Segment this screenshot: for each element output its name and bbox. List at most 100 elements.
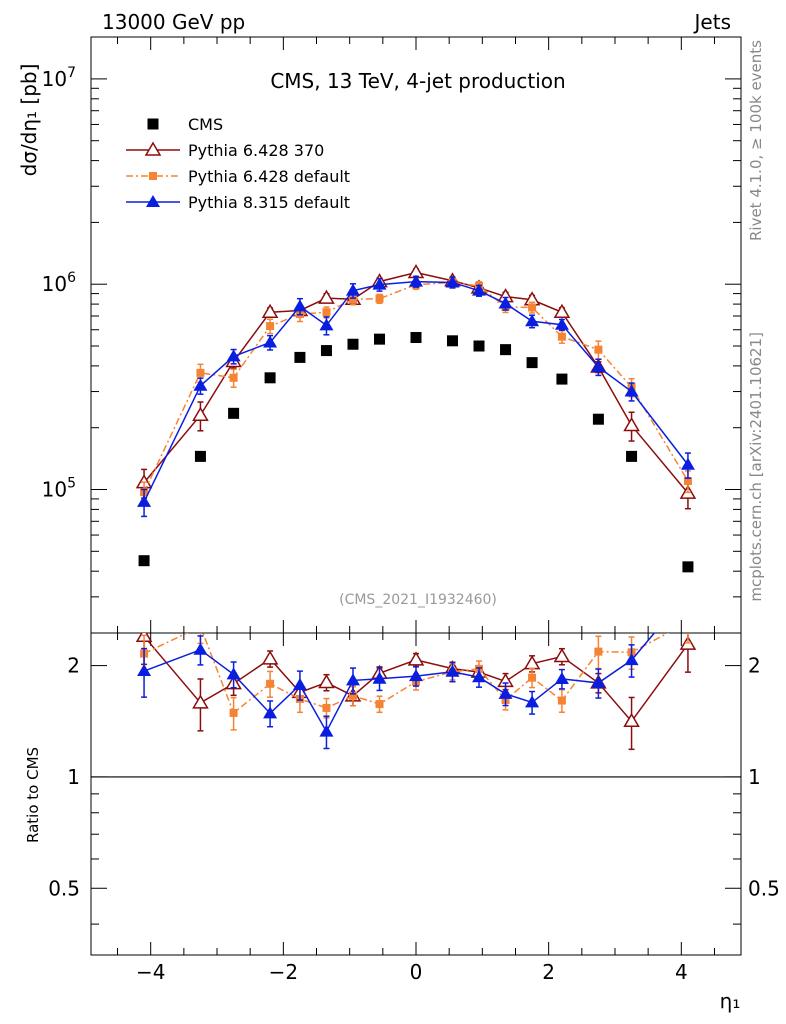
series-3-point <box>498 296 513 309</box>
ratio-panel-data <box>135 586 697 751</box>
series-2-ratio-point <box>266 679 275 688</box>
series-1-ratio-point <box>553 648 571 663</box>
legend-entry-2-label: Pythia 6.428 default <box>188 167 350 186</box>
series-2-point <box>557 332 566 341</box>
x-tick-label: 4 <box>675 960 688 984</box>
series-2-point <box>594 345 603 354</box>
series-1-ratio-point <box>407 651 425 666</box>
cms-data-point <box>347 338 359 350</box>
series-3-point <box>263 335 278 348</box>
series-3-ratio-point <box>263 706 278 719</box>
cms-data-point <box>626 450 638 462</box>
series-2-point <box>375 294 384 303</box>
series-3-ratio-point <box>137 664 152 677</box>
series-3-point <box>372 277 387 290</box>
cms-data-point <box>320 345 332 357</box>
series-3-ratio-point <box>624 653 639 666</box>
series-2-ratio-point <box>375 700 384 709</box>
x-tick-label: 0 <box>410 960 423 984</box>
cms-data-point <box>592 413 604 425</box>
series-3-ratio-point <box>372 671 387 684</box>
cms-data-point <box>264 372 276 384</box>
analysis-tag: (CMS_2021_I1932460) <box>339 592 497 608</box>
cms-data-point <box>138 555 150 567</box>
legend-entry-3-marker <box>146 195 160 207</box>
series-2-ratio-point <box>528 673 537 682</box>
cms-data-point <box>374 333 386 345</box>
x-axis-label: η₁ <box>720 989 741 1013</box>
series-3-ratio-point <box>498 686 513 699</box>
series-3-point <box>445 275 460 288</box>
series-3-ratio-point <box>409 669 423 682</box>
series-3-point <box>525 314 540 327</box>
cms-data-point <box>294 351 306 363</box>
series-3-point <box>137 494 152 507</box>
mcplots-note: mcplots.cern.ch [arXiv:2401.10621] <box>747 332 765 602</box>
cms-data-point <box>473 340 485 352</box>
series-1-ratio-point <box>192 694 209 709</box>
legend-entry-0-marker <box>147 118 159 130</box>
series-1-point <box>318 289 335 304</box>
series-1-ratio-point <box>623 712 640 728</box>
series-2-point <box>683 477 692 486</box>
series-1-point <box>192 406 209 421</box>
series-2-point <box>266 322 275 331</box>
y-tick-label: 106 <box>42 270 76 296</box>
series-3-point <box>193 378 208 391</box>
cms-data-point <box>526 357 538 369</box>
series-3-point <box>472 283 487 296</box>
y-tick-label: 107 <box>42 65 76 91</box>
header-left: 13000 GeV pp <box>102 10 245 34</box>
legend-entry-3-label: Pythia 8.315 default <box>188 193 350 212</box>
series-2-ratio-point <box>557 696 566 705</box>
series-3-point <box>591 360 606 373</box>
series-3-ratio-point <box>554 671 569 684</box>
ratio-tick-label-right: 1 <box>748 765 761 789</box>
series-3-line <box>143 280 689 503</box>
series-1-point <box>623 417 640 432</box>
x-tick-label: −4 <box>136 960 165 984</box>
series-3-ratio-point <box>681 586 695 598</box>
legend-entry-1-label: Pythia 6.428 370 <box>188 141 324 160</box>
series-1-ratio-point <box>261 650 279 665</box>
series-3-point <box>345 283 360 296</box>
series-3-ratio-point <box>193 642 208 655</box>
series-3-point <box>409 274 423 287</box>
main-panel-data <box>135 264 697 573</box>
series-2-point <box>528 303 537 312</box>
legend: CMS Pythia 6.428 370 Pythia 6.428 default P… <box>126 115 350 212</box>
y-tick-label: 105 <box>42 476 76 502</box>
ratio-tick-label-right: 0.5 <box>748 876 780 900</box>
series-3-ratio-point <box>591 675 606 688</box>
series-3-ratio-point <box>472 670 487 683</box>
series-2-ratio-point <box>684 618 692 626</box>
series-3-point <box>624 384 639 397</box>
series-3-point <box>319 318 334 331</box>
series-3-point <box>226 349 241 362</box>
series-3-point <box>680 457 695 470</box>
series-2-ratio-point <box>594 647 603 656</box>
series-3-ratio-point <box>525 695 540 708</box>
series-2-point <box>348 295 357 304</box>
axis-ticks <box>91 37 741 955</box>
legend-entry-2-marker <box>149 172 157 180</box>
series-3-ratio-point <box>319 724 334 737</box>
series-2-ratio-point <box>196 622 204 630</box>
series-3-ratio-point <box>226 667 241 680</box>
series-3-ratio-point <box>345 673 360 686</box>
legend-entry-1-marker <box>144 141 162 156</box>
cms-data-point <box>500 344 512 356</box>
legend-entry-0-label: CMS <box>188 115 223 134</box>
series-3-point <box>292 299 307 312</box>
ratio-tick-label: 2 <box>67 654 80 678</box>
series-3-ratio-point <box>445 664 460 677</box>
rivet-note: Rivet 4.1.0, ≥ 100k events <box>747 40 765 241</box>
series-2-point <box>322 308 331 317</box>
chart-title: CMS, 13 TeV, 4-jet production <box>270 69 565 93</box>
ratio-tick-label: 1 <box>67 765 80 789</box>
cms-data-point <box>194 450 206 462</box>
ratio-tick-label-right: 2 <box>748 654 761 678</box>
series-2-ratio-point <box>229 708 238 717</box>
x-tick-label: 2 <box>542 960 555 984</box>
